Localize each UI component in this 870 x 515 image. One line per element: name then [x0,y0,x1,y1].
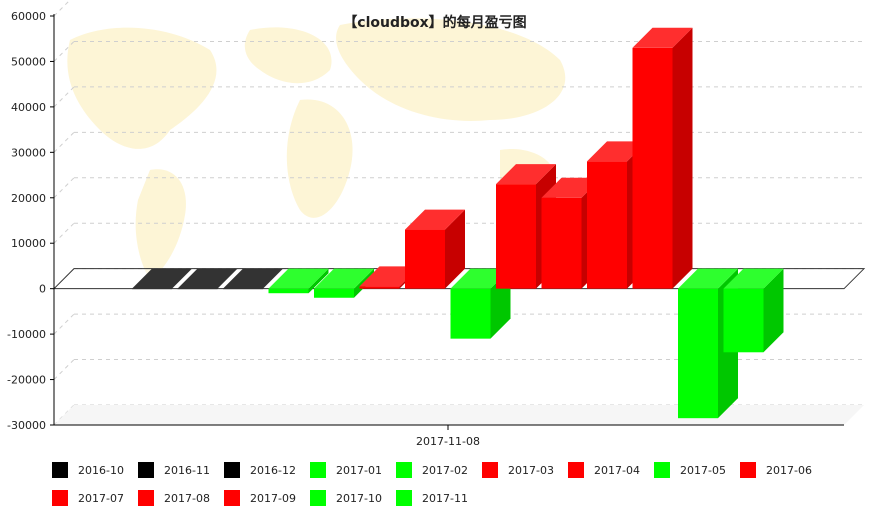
chart-title: 【cloudbox】的每月盈亏图 [343,15,527,31]
bar-2017-01 [268,268,329,294]
legend-label: 2017-11 [422,492,468,505]
y-tick-label: -10000 [7,328,46,341]
legend-label: 2017-10 [336,492,382,505]
y-tick-label: -30000 [7,419,46,432]
bar-2016-11 [177,268,238,290]
legend-label: 2016-12 [250,464,296,477]
y-tick-label: 10000 [11,237,46,250]
legend-swatch [224,490,240,506]
y-tick-label: 50000 [11,55,46,68]
legend-swatch [740,462,756,478]
legend-swatch [224,462,240,478]
legend-label: 2017-03 [508,464,554,477]
y-tick-label: 20000 [11,192,46,205]
y-tick-label: 40000 [11,101,46,114]
legend-label: 2017-06 [766,464,812,477]
bar-2017-11 [723,268,784,353]
x-tick-label: 2017-11-08 [416,435,480,448]
bar-2017-04 [405,209,465,289]
y-axis-ticks: 60000 50000 40000 30000 20000 10000 0 -10000 -20… [7,10,54,432]
y-tick-label: 60000 [11,10,46,23]
legend-label: 2017-02 [422,464,468,477]
legend-label: 2017-07 [78,492,124,505]
legend-swatch [310,490,326,506]
legend-swatch [138,490,154,506]
axes [53,14,844,426]
legend-swatch [482,462,498,478]
legend-swatch [138,462,154,478]
world-map-watermark [67,18,566,280]
bars [132,27,784,419]
legend-label: 2017-09 [250,492,296,505]
legend-swatch [310,462,326,478]
legend-label: 2017-04 [594,464,640,477]
y-tick-label: 30000 [11,146,46,159]
bar-2017-09 [632,27,693,289]
bar-2017-05 [450,268,511,339]
bar-2017-10 [678,268,738,419]
legend-swatch [568,462,584,478]
legend-swatch [396,462,412,478]
legend-swatch [396,490,412,506]
legend-swatch [52,462,68,478]
y-tick-label: 0 [39,283,46,296]
legend-swatch [52,490,68,506]
bar-2016-10 [132,268,192,290]
legend-label: 2017-08 [164,492,210,505]
x-axis-ticks: 2017-11-08 [416,425,480,448]
legend-label: 2016-11 [164,464,210,477]
legend-label: 2017-05 [680,464,726,477]
legend-swatch [654,462,670,478]
bar-2016-12 [223,268,283,290]
y-tick-label: -20000 [7,374,46,387]
legend-label: 2016-10 [78,464,124,477]
legend-label: 2017-01 [336,464,382,477]
